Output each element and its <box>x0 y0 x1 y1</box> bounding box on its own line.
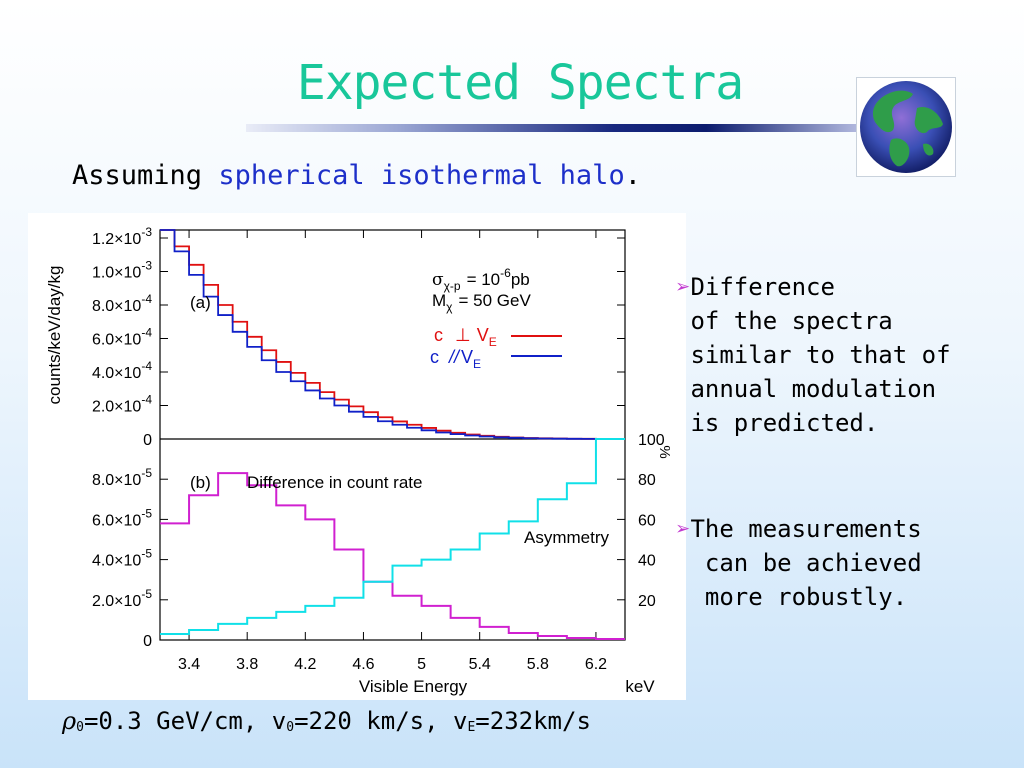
asymmetry-label: Asymmetry <box>524 528 610 547</box>
arrow-bullet-icon: ➢ <box>676 273 691 301</box>
count-rate-difference-line <box>160 472 625 640</box>
bullet-line: annual modulation <box>676 375 937 403</box>
y-tick-label: 6.0×10-5 <box>92 506 152 529</box>
x-axis-label: Visible Energy <box>359 677 468 696</box>
x-tick-label: 5 <box>417 656 426 673</box>
y-tick-label: 4.0×10-4 <box>92 359 152 382</box>
x-tick-label: 5.4 <box>469 656 491 673</box>
bullet-line: The measurements <box>690 515 922 543</box>
ve-subscript: E <box>467 720 476 735</box>
y-tick-label: 6.0×10-4 <box>92 326 152 349</box>
x-tick-label: 4.6 <box>352 656 374 673</box>
rho-value: =0.3 GeV/cm, <box>83 707 258 735</box>
ve-value: =232km/s <box>475 707 591 735</box>
x-tick-label: 6.2 <box>585 656 607 673</box>
asymmetry-line <box>160 438 625 635</box>
y-tick-label: 1.2×10-3 <box>92 225 152 248</box>
bullet-difference-text: Difference of the spectra similar to tha… <box>676 273 951 437</box>
v0-subscript: 0 <box>286 720 295 735</box>
spectra-chart: 0 2.0×10-4 4.0×10-4 6.0×10-4 8.0×10-4 1.0×10-… <box>28 213 686 700</box>
y-tick-label: 2.0×10-4 <box>92 393 152 416</box>
panel-b-y-tick-labels: 0 2.0×10-5 4.0×10-5 6.0×10-5 8.0×10-5 <box>92 466 152 650</box>
bullet-line: more robustly. <box>676 583 908 611</box>
y-tick-label: 8.0×10-5 <box>92 466 152 489</box>
spectrum-parallel-line <box>160 229 625 440</box>
ve-symbol: v <box>453 707 468 735</box>
y-tick-label: 2.0×10-5 <box>92 587 152 610</box>
y2-tick-label: 40 <box>638 553 656 570</box>
spectrum-perpendicular-line <box>160 229 625 440</box>
title-underline <box>246 124 860 132</box>
percent-axis-label: % <box>656 445 673 458</box>
bullet-line: similar to that of <box>676 341 951 369</box>
arrow-bullet-icon: ➢ <box>676 515 691 543</box>
bullet-measurements-text: The measurements can be achieved more ro… <box>676 515 922 611</box>
panel-a-label: (a) <box>190 293 211 312</box>
bullet-line: can be achieved <box>676 549 922 577</box>
rho-subscript: 0 <box>76 720 84 735</box>
v0-value: =220 km/s, <box>294 707 439 735</box>
mass-annotation: Mχ = 50 GeV <box>432 291 531 314</box>
x-tick-label: 5.8 <box>527 656 549 673</box>
panel-a-y-tick-labels: 0 2.0×10-4 4.0×10-4 6.0×10-4 8.0×10-4 1.0×10-… <box>92 225 152 449</box>
globe-icon <box>856 77 956 177</box>
v0-symbol: v <box>271 707 287 735</box>
y2-tick-label: 60 <box>638 512 656 529</box>
subtitle: Assuming spherical isothermal halo. <box>72 160 641 191</box>
plot-frame <box>159 229 626 641</box>
panel-b-title: Difference in count rate <box>247 473 422 492</box>
bullet-difference: ➢Difference of the spectra similar to th… <box>676 270 951 440</box>
x-tick-label: 4.2 <box>294 656 316 673</box>
halo-parameters: ρ0=0.3 GeV/cm, v0=220 km/s, vE=232km/s <box>62 707 591 735</box>
panel-b-series <box>160 438 625 640</box>
y2-tick-label: 80 <box>638 472 656 489</box>
y-tick-label: 8.0×10-4 <box>92 292 152 315</box>
rho-symbol: ρ <box>62 707 77 735</box>
subtitle-prefix: Assuming <box>72 160 219 191</box>
slide-title: Expected Spectra <box>296 55 744 111</box>
panel-b-label: (b) <box>190 473 211 492</box>
bullet-line: Difference <box>690 273 835 301</box>
y-tick-label: 1.0×10-3 <box>92 259 152 282</box>
y2-tick-label: 20 <box>638 593 656 610</box>
bullet-line: is predicted. <box>676 409 879 437</box>
bullet-measurements: ➢The measurements can be achieved more r… <box>676 512 922 614</box>
y-tick-label: 4.0×10-5 <box>92 547 152 570</box>
y-axis-label: counts/keV/day/kg <box>45 266 64 405</box>
y2-tick-label: 100 <box>638 432 665 449</box>
y-tick-label: 0 <box>143 633 152 650</box>
y-tick-label: 0 <box>143 432 152 449</box>
x-tick-label: 3.4 <box>178 656 200 673</box>
x-axis-unit: keV <box>625 677 655 696</box>
panel-a-series <box>160 229 625 440</box>
x-tick-label: 3.8 <box>236 656 258 673</box>
subtitle-highlight: spherical isothermal halo <box>218 160 625 191</box>
spectra-chart-svg: 0 2.0×10-4 4.0×10-4 6.0×10-4 8.0×10-4 1.0×10-… <box>45 225 673 696</box>
subtitle-suffix: . <box>624 160 641 191</box>
x-tick-labels: 3.4 3.8 4.2 4.6 5 5.4 5.8 6.2 <box>178 656 607 673</box>
bullet-line: of the spectra <box>676 307 893 335</box>
legend-perp-label: c ⊥ VE <box>434 325 497 349</box>
cross-section-annotation: σχ-p = 10-6pb <box>432 266 530 293</box>
legend-parallel-label: c//VE <box>430 347 481 371</box>
panel-b-right-tick-labels: 20 40 60 80 100 <box>638 432 665 610</box>
